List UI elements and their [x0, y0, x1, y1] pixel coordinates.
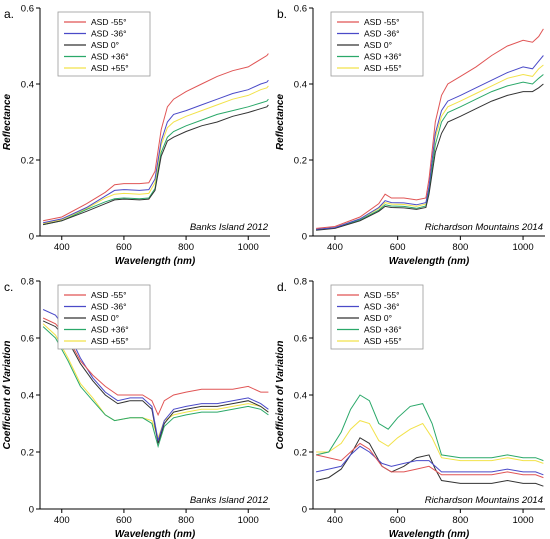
legend-label: ASD -36° [364, 302, 400, 312]
x-tick-label: 1000 [512, 242, 533, 253]
legend-label: ASD +55° [364, 63, 402, 73]
legend [330, 284, 424, 350]
site-annotation: Richardson Mountains 2014 [425, 495, 543, 506]
legend-label: ASD 0° [91, 40, 119, 50]
series-line [42, 323, 269, 440]
y-axis-title: Reflectance [2, 93, 13, 150]
series-line [43, 104, 269, 226]
legend-label: ASD 0° [364, 313, 392, 323]
series-line [316, 55, 544, 230]
series-line [42, 309, 269, 441]
x-tick-label: 400 [54, 242, 70, 253]
series-line [42, 317, 269, 417]
series-line [316, 74, 544, 231]
x-tick-label: 600 [116, 515, 132, 526]
legend [330, 11, 424, 77]
x-tick-label: 600 [116, 242, 132, 253]
legend-label: ASD +55° [91, 336, 129, 346]
series-line [315, 445, 544, 476]
legend [57, 11, 151, 77]
y-tick-label: 0.2 [21, 448, 34, 459]
x-tick-label: 400 [54, 515, 70, 526]
x-tick-label: 800 [178, 242, 194, 253]
series-line [316, 64, 544, 230]
y-tick-label: 0.6 [294, 334, 307, 345]
legend-label: ASD +36° [364, 325, 402, 335]
panel-letter: b. [277, 7, 287, 21]
y-axis-title: Coefficient of Variation [275, 341, 286, 450]
legend-label: ASD +36° [364, 52, 402, 62]
y-tick-label: 0.6 [21, 334, 34, 345]
panel-b: 400 600 800 1000 0 0.2 0.4 0.6 Wavelength (nm) Re… [275, 4, 545, 267]
y-axis-title: Coefficient of Variation [2, 341, 13, 450]
panel-d: 400 600 800 1000 0 0.2 0.4 0.6 0.8 Wavelength (nm… [275, 277, 545, 539]
panel-letter: a. [4, 7, 14, 21]
legend-label: ASD 0° [91, 313, 119, 323]
legend-label: ASD -55° [91, 290, 127, 300]
legend-label: ASD +55° [364, 336, 402, 346]
legend [57, 284, 151, 350]
panel-letter: c. [4, 280, 13, 294]
site-annotation: Richardson Mountains 2014 [425, 222, 543, 233]
y-tick-label: 0.8 [294, 277, 307, 288]
x-axis-title: Wavelength (nm) [115, 256, 196, 267]
series-line [42, 326, 269, 449]
x-tick-label: 600 [390, 515, 406, 526]
x-tick-label: 600 [390, 242, 406, 253]
y-tick-label: 0 [302, 232, 307, 243]
series-line [43, 85, 269, 224]
x-tick-label: 1000 [238, 515, 259, 526]
y-tick-label: 0.6 [21, 4, 34, 15]
y-tick-label: 0.8 [21, 277, 34, 288]
series-line [43, 98, 269, 226]
legend-label: ASD 0° [364, 40, 392, 50]
x-tick-label: 400 [327, 515, 343, 526]
series-line [315, 442, 544, 479]
y-tick-label: 0.4 [294, 391, 307, 402]
legend-label: ASD -55° [364, 17, 400, 27]
y-tick-label: 0.4 [294, 80, 307, 91]
x-tick-label: 1000 [512, 515, 533, 526]
series-line [316, 420, 544, 464]
legend-label: ASD -36° [91, 29, 127, 39]
legend-label: ASD -36° [91, 302, 127, 312]
x-tick-label: 800 [452, 515, 468, 526]
panel-letter: d. [277, 280, 287, 294]
y-tick-label: 0.2 [294, 448, 307, 459]
series-line [43, 53, 269, 222]
site-annotation: Banks Island 2012 [190, 222, 269, 233]
x-tick-label: 800 [452, 242, 468, 253]
series-line [316, 83, 544, 231]
x-axis-title: Wavelength (nm) [115, 529, 196, 539]
legend-label: ASD +55° [91, 63, 129, 73]
x-axis-title: Wavelength (nm) [389, 256, 470, 267]
x-tick-label: 400 [327, 242, 343, 253]
legend-label: ASD -36° [364, 29, 400, 39]
y-tick-label: 0 [302, 505, 307, 516]
legend-label: ASD -55° [91, 17, 127, 27]
x-axis-title: Wavelength (nm) [389, 529, 470, 539]
series-line [316, 28, 544, 229]
legend-label: ASD -55° [364, 290, 400, 300]
y-tick-label: 0 [29, 232, 34, 243]
y-tick-label: 0.4 [21, 80, 34, 91]
y-tick-label: 0.6 [294, 4, 307, 15]
series-line [43, 79, 269, 224]
y-tick-label: 0.4 [21, 391, 34, 402]
series-line [42, 320, 269, 444]
series-line [315, 394, 544, 462]
x-tick-label: 1000 [238, 242, 259, 253]
legend-label: ASD +36° [91, 325, 129, 335]
site-annotation: Banks Island 2012 [190, 495, 269, 506]
series-line [315, 437, 544, 487]
y-tick-label: 0.2 [294, 156, 307, 167]
y-tick-label: 0.2 [21, 156, 34, 167]
y-tick-label: 0 [29, 505, 34, 516]
legend-label: ASD +36° [91, 52, 129, 62]
panel-a: 400 600 800 1000 0 0.2 0.4 0.6 Wavelength (nm) Re… [2, 4, 270, 267]
panel-c: 400 600 800 1000 0 0.2 0.4 0.6 0.8 Wavelength (nm… [2, 277, 270, 539]
y-axis-title: Reflectance [275, 93, 286, 150]
x-tick-label: 800 [178, 515, 194, 526]
